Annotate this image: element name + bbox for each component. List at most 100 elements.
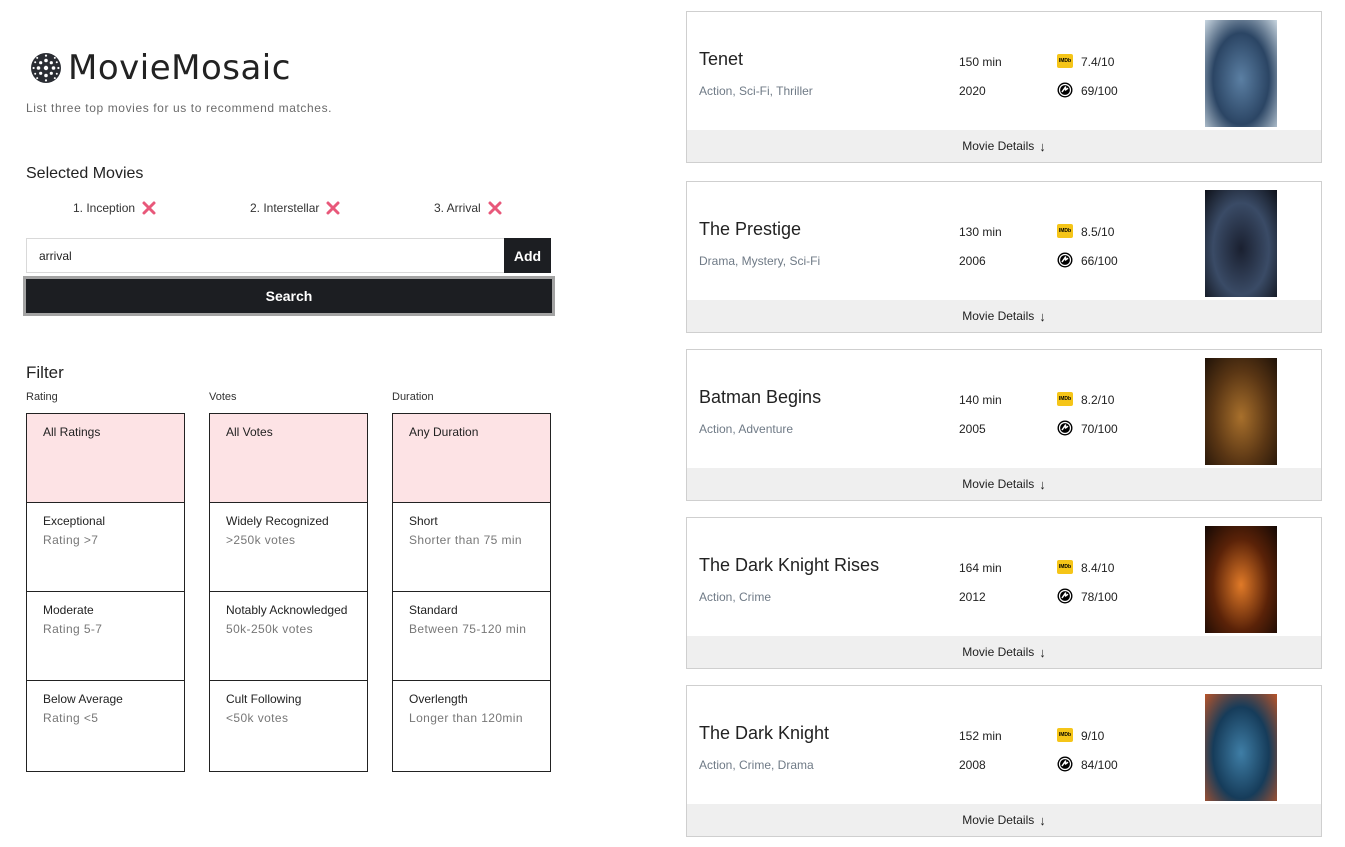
selected-movie-3: 3. Arrival (434, 200, 503, 216)
metascore: 78/100 (1081, 590, 1118, 604)
filter-option-name: Overlength (409, 692, 468, 706)
add-button[interactable]: Add (504, 238, 551, 273)
filter-option-name: Standard (409, 603, 458, 617)
movie-genres: Action, Crime, Drama (699, 758, 814, 772)
metascore: 70/100 (1081, 422, 1118, 436)
imdb-rating: 8.4/10 (1081, 561, 1115, 575)
filter-option[interactable]: Overlength Longer than 120min (393, 681, 550, 770)
arrow-down-icon: ↓ (1039, 644, 1046, 660)
movie-title: Batman Begins (699, 387, 822, 407)
filter-option[interactable]: All Ratings (27, 414, 184, 503)
arrow-down-icon: ↓ (1039, 138, 1046, 154)
filter-option-name: Widely Recognized (226, 514, 329, 528)
movie-poster (1205, 190, 1277, 297)
selected-movie-label: 1. Inception (73, 201, 136, 215)
filter-option[interactable]: Notably Acknowledged 50k-250k votes (210, 592, 367, 681)
left-panel: MovieMosaic List three top movies for us… (0, 0, 600, 847)
filter-option[interactable]: Widely Recognized >250k votes (210, 503, 367, 592)
remove-icon[interactable] (487, 200, 503, 216)
movie-poster (1205, 358, 1277, 465)
movie-title: The Dark Knight (699, 723, 830, 743)
imdb-icon: IMDb (1057, 560, 1073, 574)
movie-year: 2020 (959, 84, 986, 98)
imdb-icon: IMDb (1057, 54, 1073, 68)
filter-option-desc: Rating <5 (43, 711, 99, 725)
filter-option[interactable]: Any Duration (393, 414, 550, 503)
votes-filter: All Votes Widely Recognized >250k votes … (209, 413, 368, 772)
metascore: 66/100 (1081, 254, 1118, 268)
metacritic-icon (1057, 252, 1073, 268)
movie-title: The Dark Knight Rises (699, 555, 880, 575)
movie-genres: Action, Crime (699, 590, 772, 604)
movie-card: Tenet Action, Sci-Fi, Thriller 150 min 2… (686, 11, 1322, 163)
movie-duration: 140 min (959, 393, 1002, 407)
imdb-icon: IMDb (1057, 728, 1073, 742)
app-name: MovieMosaic (68, 48, 291, 88)
filter-option-name: Cult Following (226, 692, 302, 706)
filter-option-name: All Ratings (43, 425, 101, 439)
metascore: 84/100 (1081, 758, 1118, 772)
filter-option-desc: Shorter than 75 min (409, 533, 522, 547)
movie-genres: Action, Sci-Fi, Thriller (699, 84, 813, 98)
metacritic-icon (1057, 588, 1073, 604)
filter-option[interactable]: Moderate Rating 5-7 (27, 592, 184, 681)
filter-option[interactable]: All Votes (210, 414, 367, 503)
remove-icon[interactable] (325, 200, 341, 216)
metacritic-icon (1057, 420, 1073, 436)
movie-year: 2008 (959, 758, 986, 772)
movie-details-button[interactable]: Movie Details ↓ (687, 300, 1321, 332)
filter-option[interactable]: Below Average Rating <5 (27, 681, 184, 770)
movie-genres: Action, Adventure (699, 422, 794, 436)
movie-details-button[interactable]: Movie Details ↓ (687, 636, 1321, 668)
movie-year: 2012 (959, 590, 986, 604)
movie-year: 2006 (959, 254, 986, 268)
movie-details-label: Movie Details (962, 309, 1035, 323)
votes-filter-label: Votes (209, 391, 237, 403)
metacritic-icon (1057, 756, 1073, 772)
imdb-rating: 7.4/10 (1081, 55, 1115, 69)
movie-details-button[interactable]: Movie Details ↓ (687, 468, 1321, 500)
filter-option-name: Below Average (43, 692, 123, 706)
filter-option[interactable]: Cult Following <50k votes (210, 681, 367, 770)
movie-duration: 150 min (959, 55, 1002, 69)
filter-option-desc: >250k votes (226, 533, 296, 547)
filter-option-desc: 50k-250k votes (226, 622, 313, 636)
movie-details-button[interactable]: Movie Details ↓ (687, 804, 1321, 836)
duration-filter-label: Duration (392, 391, 434, 403)
movie-details-button[interactable]: Movie Details ↓ (687, 130, 1321, 162)
movie-details-label: Movie Details (962, 139, 1035, 153)
movie-details-label: Movie Details (962, 477, 1035, 491)
filter-option-name: Any Duration (409, 425, 479, 439)
filter-option-name: Exceptional (43, 514, 106, 528)
remove-icon[interactable] (141, 200, 157, 216)
movie-year: 2005 (959, 422, 986, 436)
mosaic-logo-icon (31, 53, 61, 83)
filter-option-name: Notably Acknowledged (226, 603, 348, 617)
filter-option[interactable]: Exceptional Rating >7 (27, 503, 184, 592)
movie-duration: 152 min (959, 729, 1002, 743)
filter-option[interactable]: Standard Between 75-120 min (393, 592, 550, 681)
movie-poster (1205, 526, 1277, 633)
movie-poster (1205, 20, 1277, 127)
movie-details-label: Movie Details (962, 813, 1035, 827)
movie-search-input[interactable] (26, 238, 504, 273)
movie-duration: 164 min (959, 561, 1002, 575)
movie-search-row: Add (26, 238, 551, 273)
filter-option-desc: <50k votes (226, 711, 289, 725)
imdb-rating: 9/10 (1081, 729, 1105, 743)
movie-poster (1205, 694, 1277, 801)
filter-option-name: All Votes (226, 425, 273, 439)
filter-option-name: Short (409, 514, 438, 528)
imdb-rating: 8.5/10 (1081, 225, 1115, 239)
search-button[interactable]: Search (23, 276, 555, 316)
imdb-icon: IMDb (1057, 392, 1073, 406)
filter-option[interactable]: Short Shorter than 75 min (393, 503, 550, 592)
metascore: 69/100 (1081, 84, 1118, 98)
tagline: List three top movies for us to recommen… (26, 101, 333, 115)
selected-movie-1: 1. Inception (73, 200, 157, 216)
imdb-icon: IMDb (1057, 224, 1073, 238)
movie-genres: Drama, Mystery, Sci-Fi (699, 254, 821, 268)
movie-details-label: Movie Details (962, 645, 1035, 659)
duration-filter: Any Duration Short Shorter than 75 min S… (392, 413, 551, 772)
filter-option-desc: Longer than 120min (409, 711, 523, 725)
